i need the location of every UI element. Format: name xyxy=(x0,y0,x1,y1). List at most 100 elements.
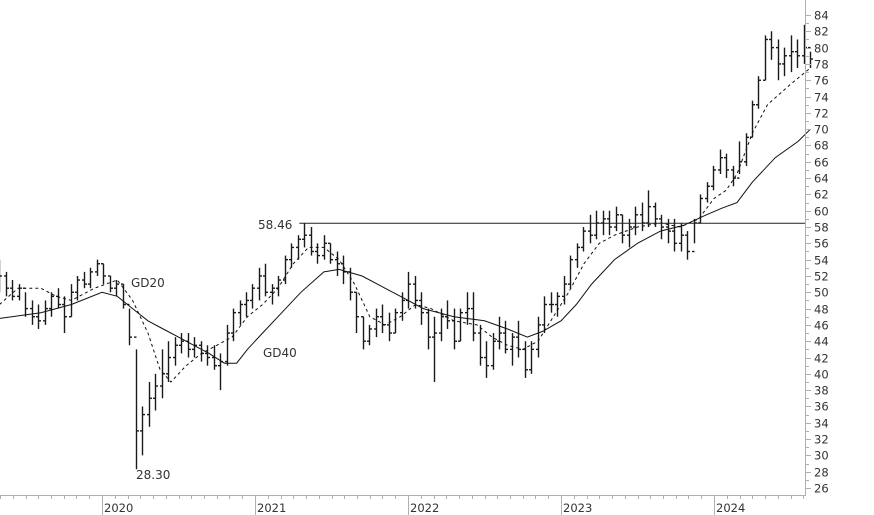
ohlc-bar xyxy=(782,47,787,77)
y-tick-label: 74 xyxy=(814,91,829,105)
ohlc-bar xyxy=(491,333,496,370)
ohlc-bar xyxy=(205,345,210,366)
ohlc-bar xyxy=(503,320,508,354)
ohlc-bar xyxy=(432,316,437,382)
y-tick-label: 66 xyxy=(814,156,829,170)
ohlc-bar xyxy=(30,300,35,325)
ohlc-bar xyxy=(82,271,87,289)
ohlc-bar xyxy=(724,153,729,179)
y-tick-label: 62 xyxy=(814,188,829,202)
y-tick-label: 68 xyxy=(814,139,829,153)
ohlc-bar xyxy=(516,320,521,358)
y-tick-label: 60 xyxy=(814,205,829,219)
y-tick-label: 28 xyxy=(814,466,829,480)
x-tick-label: 2022 xyxy=(410,501,439,515)
y-tick-label: 26 xyxy=(814,482,829,496)
ohlc-bar xyxy=(166,341,171,382)
ohlc-bar xyxy=(231,308,236,342)
ohlc-bar xyxy=(465,292,470,325)
y-tick-label: 44 xyxy=(814,335,829,349)
gd40-label: GD40 xyxy=(263,346,297,360)
ohlc-bar xyxy=(659,214,664,240)
y-tick-label: 50 xyxy=(814,286,829,300)
ohlc-bar xyxy=(646,190,651,228)
y-tick-label: 70 xyxy=(814,123,829,137)
y-tick-label: 80 xyxy=(814,42,829,56)
ohlc-bar xyxy=(23,287,28,317)
ohlc-bar xyxy=(95,259,100,276)
ohlc-bar xyxy=(666,218,671,244)
ohlc-bar xyxy=(679,222,684,252)
ohlc-bar xyxy=(147,381,152,427)
ohlc-bar xyxy=(315,243,320,264)
low-label: 28.30 xyxy=(136,468,170,482)
y-tick-label: 72 xyxy=(814,107,829,121)
y-tick-label: 42 xyxy=(814,352,829,366)
x-tick-label: 2020 xyxy=(104,501,133,515)
y-tick-label: 54 xyxy=(814,254,829,268)
ohlc-bar xyxy=(309,227,314,256)
ohlc-bar xyxy=(413,275,418,309)
ohlc-bar xyxy=(763,35,768,81)
ohlc-bar xyxy=(199,341,204,362)
x-tick-label: 2024 xyxy=(716,501,745,515)
ohlc-bar xyxy=(549,292,554,313)
ohlc-bar xyxy=(756,76,761,109)
ohlc-bar xyxy=(179,333,184,354)
ohlc-bar xyxy=(56,288,61,309)
gd20-label: GD20 xyxy=(131,276,165,290)
ohlc-bar xyxy=(335,251,340,276)
ohlc-bar xyxy=(406,271,411,309)
y-tick-label: 40 xyxy=(814,368,829,382)
ohlc-bar xyxy=(244,292,249,317)
ohlc-bar xyxy=(114,280,119,297)
ohlc-bar xyxy=(419,292,424,325)
ohlc-bar xyxy=(134,336,139,470)
ohlc-bar xyxy=(225,324,230,366)
ohlc-bar xyxy=(769,31,774,60)
ohlc-bar xyxy=(238,300,243,325)
ohlc-bar xyxy=(426,308,431,350)
y-tick-label: 52 xyxy=(814,270,829,284)
ohlc-bar xyxy=(776,39,781,81)
ohlc-bar xyxy=(614,206,619,232)
ohlc-bar xyxy=(640,202,645,232)
y-tick-label: 32 xyxy=(814,433,829,447)
ohlc-bar xyxy=(10,280,15,301)
ohlc-bar xyxy=(62,296,67,334)
ohlc-bar xyxy=(250,284,255,309)
y-tick-label: 58 xyxy=(814,221,829,235)
y-tick-label: 34 xyxy=(814,417,829,431)
ohlc-bars xyxy=(0,24,813,470)
ohlc-bar xyxy=(497,316,502,350)
gd20-line xyxy=(0,67,811,383)
ohlc-bar xyxy=(186,333,191,358)
ohlc-bar xyxy=(705,182,710,203)
ohlc-bar xyxy=(75,275,80,301)
ohlc-bar xyxy=(88,267,93,289)
ohlc-bar xyxy=(808,46,813,69)
ohlc-bar xyxy=(711,165,716,191)
ohlc-bar xyxy=(529,341,534,374)
ohlc-bar xyxy=(471,292,476,342)
ohlc-bar xyxy=(718,149,723,175)
y-tick-label: 48 xyxy=(814,303,829,317)
ohlc-bar xyxy=(802,24,807,64)
ohlc-bar xyxy=(478,324,483,366)
gd40-line xyxy=(0,128,811,364)
y-tick-label: 38 xyxy=(814,384,829,398)
y-tick-label: 76 xyxy=(814,74,829,88)
ohlc-bar xyxy=(685,231,690,260)
ohlc-bar xyxy=(212,345,217,370)
ohlc-bar xyxy=(101,263,106,285)
ohlc-bar xyxy=(367,324,372,346)
ohlc-bar xyxy=(276,275,281,297)
ohlc-bar xyxy=(354,291,359,334)
ohlc-bar xyxy=(289,243,294,268)
ohlc-bar xyxy=(536,316,541,358)
ohlc-bar xyxy=(192,337,197,358)
ohlc-bar xyxy=(672,218,677,252)
ohlc-bar xyxy=(328,242,333,264)
ohlc-bar xyxy=(36,304,41,329)
ohlc-bar xyxy=(263,263,268,297)
